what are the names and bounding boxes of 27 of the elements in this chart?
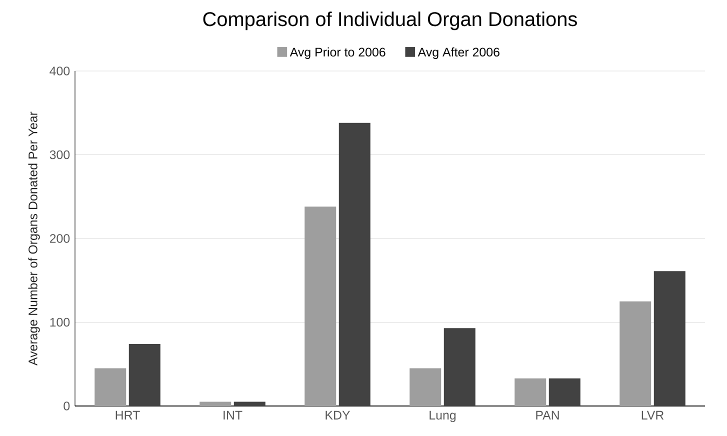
y-axis-title: Average Number of Organs Donated Per Year: [28, 112, 40, 366]
bar: [620, 301, 652, 406]
x-tick-label: PAN: [536, 410, 559, 420]
chart-title: Comparison of Individual Organ Donations: [203, 12, 577, 30]
bar: [338, 122, 370, 406]
y-tick-label: 400: [50, 66, 70, 76]
bar: [234, 402, 266, 406]
bar: [94, 368, 126, 406]
y-tick-label: 300: [50, 150, 70, 160]
legend-label: Avg Prior to 2006: [290, 47, 386, 59]
bar: [548, 378, 580, 406]
y-tick-label: 0: [64, 402, 70, 410]
bar: [200, 402, 232, 406]
bar: [444, 328, 476, 406]
y-tick-label: 200: [50, 234, 70, 243]
bar: [410, 368, 442, 406]
bar: [654, 271, 686, 406]
bar: [514, 378, 546, 406]
bar: [128, 344, 160, 406]
bar: [304, 206, 336, 406]
y-tick-label: 100: [50, 318, 70, 327]
x-tick-label: Lung: [430, 410, 456, 422]
x-tick-label: LVR: [642, 410, 664, 420]
legend-label: Avg After 2006: [418, 47, 500, 59]
x-tick-label: INT: [224, 410, 242, 420]
x-tick-label: KDY: [326, 410, 350, 420]
x-tick-label: HRT: [116, 410, 140, 420]
